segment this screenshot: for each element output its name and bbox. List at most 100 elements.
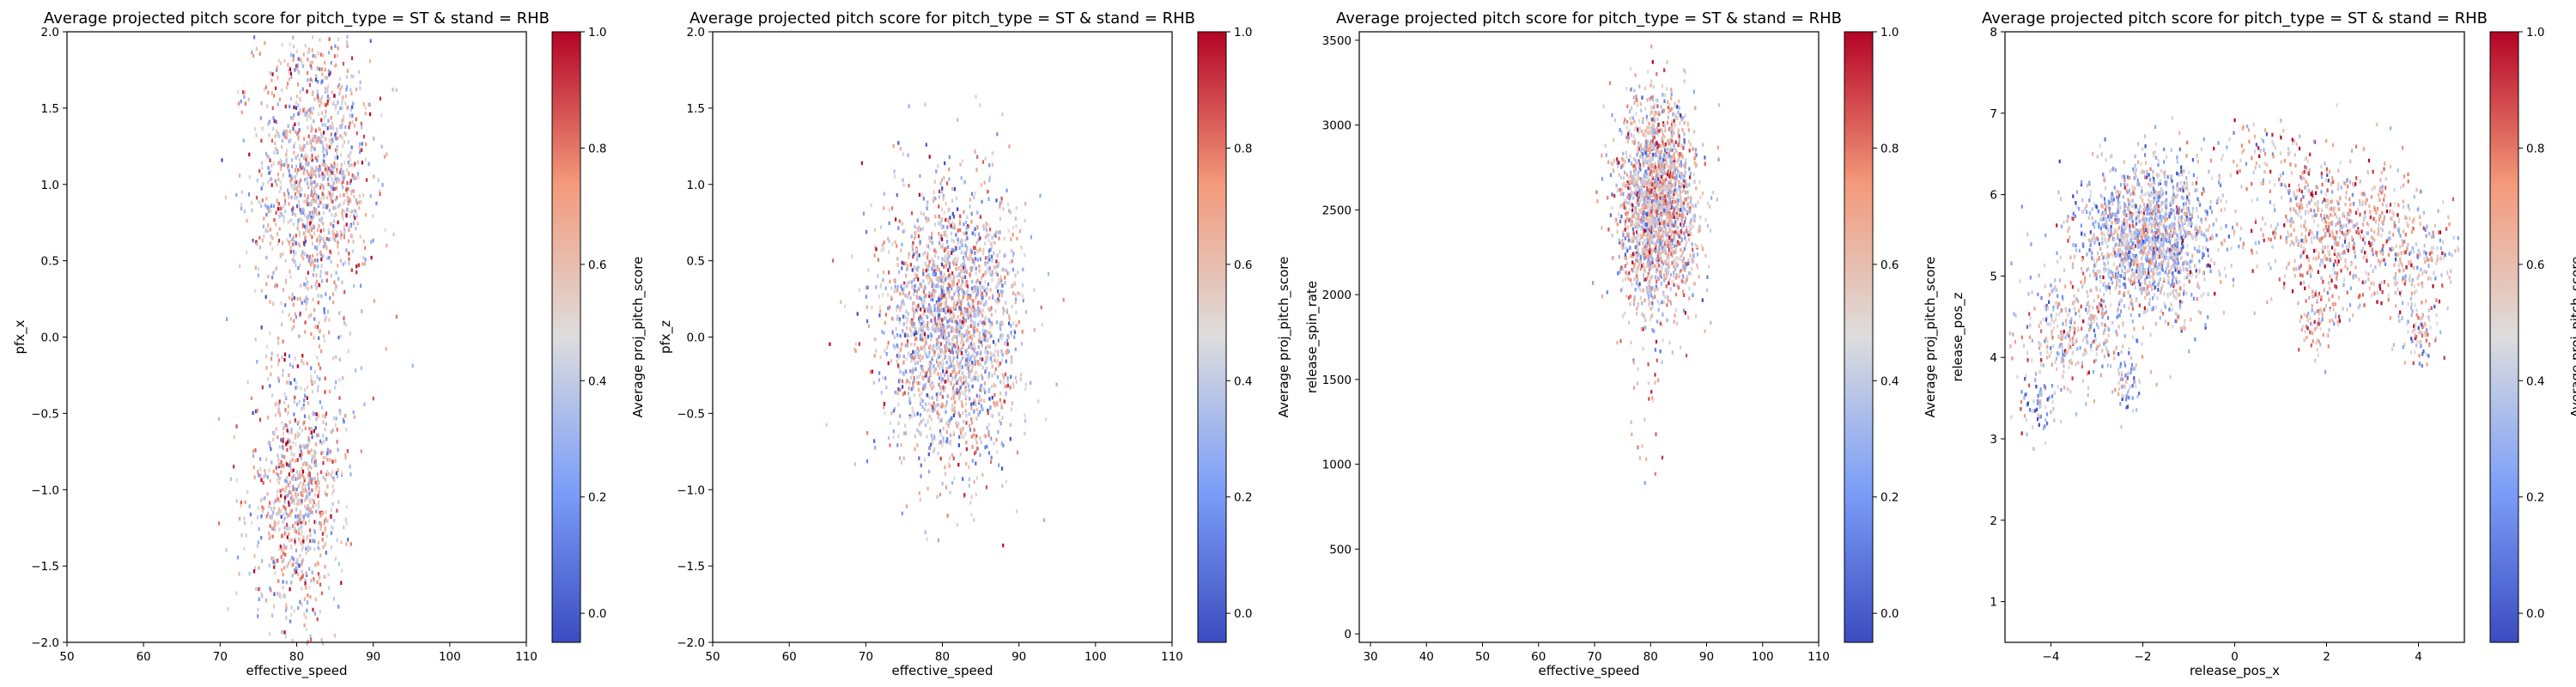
heatmap-cell — [321, 405, 324, 410]
heatmap-cell — [925, 402, 927, 406]
heatmap-cell — [344, 322, 347, 327]
heatmap-cell — [974, 285, 976, 290]
heatmap-cell — [292, 242, 295, 246]
heatmap-cell — [296, 562, 299, 567]
heatmap-cell — [966, 215, 969, 219]
heatmap-cell — [920, 322, 922, 326]
heatmap-cell — [917, 306, 920, 311]
heatmap-cell — [1000, 289, 1003, 294]
heatmap-cell — [916, 352, 919, 356]
heatmap-cell — [307, 134, 310, 138]
heatmap-cell — [292, 302, 295, 307]
heatmap-cell — [948, 155, 951, 160]
heatmap-cell — [922, 312, 925, 316]
heatmap-cell — [1001, 112, 1004, 117]
heatmap-cell — [328, 173, 331, 179]
heatmap-cell — [1677, 193, 1680, 198]
heatmap-cell — [260, 325, 263, 330]
heatmap-cell — [337, 37, 340, 42]
heatmap-cell — [285, 442, 288, 447]
heatmap-cell — [306, 298, 308, 303]
heatmap-cell — [307, 513, 310, 518]
heatmap-cell — [959, 428, 962, 432]
heatmap-cell — [294, 192, 297, 196]
heatmap-cell — [949, 441, 952, 446]
heatmap-cell — [944, 328, 947, 332]
heatmap-cell — [1637, 150, 1639, 155]
heatmap-cell — [258, 417, 262, 422]
heatmap-cell — [984, 361, 987, 365]
heatmap-cell — [309, 508, 312, 512]
heatmap-cell — [270, 91, 273, 95]
heatmap-cell — [303, 414, 307, 418]
heatmap-cell — [338, 91, 341, 96]
heatmap-cell — [293, 609, 295, 613]
heatmap-cell — [925, 143, 927, 147]
heatmap-cell — [953, 369, 956, 374]
heatmap-cell — [264, 495, 266, 501]
heatmap-cell — [307, 514, 309, 518]
heatmap-cell — [960, 350, 963, 356]
heatmap-cell — [959, 375, 962, 380]
heatmap-cell — [336, 230, 338, 234]
heatmap-cell — [1634, 73, 1637, 77]
heatmap-cell — [324, 530, 326, 534]
heatmap-cell — [930, 404, 933, 408]
heatmap-cell — [933, 385, 935, 389]
heatmap-cell — [335, 179, 337, 184]
heatmap-cell — [911, 406, 914, 410]
heatmap-cell — [1635, 258, 1637, 263]
heatmap-cell — [285, 616, 288, 620]
heatmap-cell — [963, 275, 967, 279]
heatmap-cell — [293, 105, 295, 110]
heatmap-cell — [991, 270, 993, 274]
heatmap-cell — [342, 95, 344, 100]
heatmap-cell — [331, 429, 333, 435]
heatmap-cell — [303, 110, 306, 114]
heatmap-cell — [286, 411, 289, 416]
heatmap-cell — [919, 173, 921, 179]
heatmap-cell — [887, 293, 890, 297]
heatmap-cell — [335, 63, 337, 68]
heatmap-cell — [946, 225, 949, 229]
heatmap-cell — [315, 463, 318, 467]
heatmap-cell — [953, 319, 956, 324]
heatmap-cell — [331, 192, 334, 197]
heatmap-cell — [254, 289, 257, 294]
heatmap-cell — [313, 453, 316, 458]
heatmap-cell — [964, 388, 967, 392]
heatmap-cell — [292, 35, 295, 40]
heatmap-cell — [1663, 68, 1666, 72]
heatmap-cell — [924, 340, 927, 345]
heatmap-cell — [963, 334, 966, 338]
heatmap-cell — [272, 116, 275, 120]
heatmap-cell — [294, 433, 297, 438]
heatmap-cell — [945, 246, 948, 251]
heatmap-cell — [950, 223, 952, 228]
heatmap-cell — [325, 151, 328, 156]
heatmap-cell — [935, 300, 938, 305]
heatmap-cell — [956, 283, 958, 287]
heatmap-cell — [299, 89, 301, 94]
heatmap-cell — [322, 544, 325, 550]
heatmap-cell — [319, 575, 321, 579]
heatmap-cell — [941, 395, 944, 399]
heatmap-cell — [974, 251, 976, 255]
heatmap-cell — [267, 155, 270, 160]
heatmap-cell — [942, 335, 945, 339]
heatmap-cell — [967, 325, 969, 330]
heatmap-cell — [381, 183, 384, 187]
heatmap-cell — [908, 184, 910, 188]
heatmap-cell — [325, 88, 327, 93]
heatmap-cell — [982, 224, 985, 228]
heatmap-cell — [1648, 288, 1650, 292]
heatmap-cell — [341, 106, 343, 110]
heatmap-cell — [302, 462, 305, 466]
heatmap-cell — [326, 271, 329, 276]
heatmap-cell — [320, 451, 323, 455]
heatmap-cell — [945, 429, 948, 434]
heatmap-cell — [301, 499, 303, 503]
heatmap-cell — [310, 126, 313, 131]
heatmap-cell — [936, 322, 939, 326]
heatmap-cell — [913, 386, 915, 391]
